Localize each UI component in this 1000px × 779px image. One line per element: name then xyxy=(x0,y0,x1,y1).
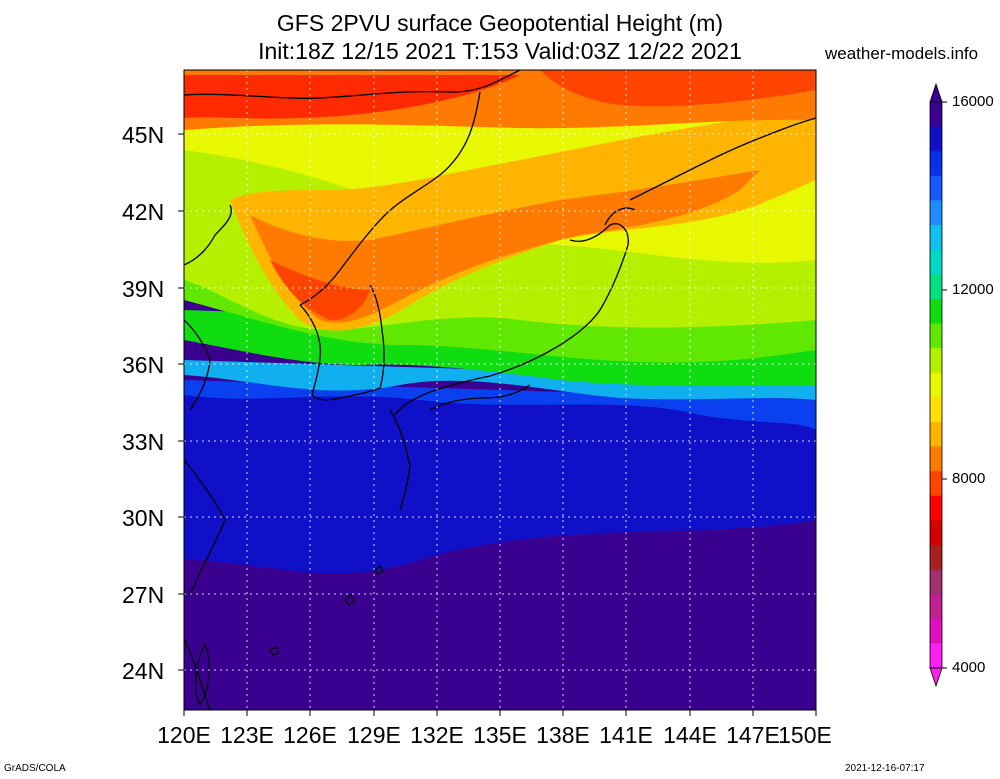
colorbar-swatch xyxy=(930,200,942,226)
colorbar-label-4000: 4000 xyxy=(952,659,986,676)
colorbar xyxy=(929,82,943,688)
lon-label-120e: 120E xyxy=(157,722,211,748)
lat-label-24n: 24N xyxy=(122,658,165,684)
colorbar-swatch xyxy=(930,520,942,546)
height-field xyxy=(184,70,816,710)
colorbar-top-arrow xyxy=(929,82,943,103)
colorbar-frame xyxy=(929,101,943,669)
lat-label-42n: 42N xyxy=(122,199,165,225)
colorbar-bottom-arrow xyxy=(929,667,943,688)
lon-label-141e: 141E xyxy=(599,722,653,748)
colorbar-swatch xyxy=(930,544,942,571)
lon-label-126e: 126E xyxy=(283,722,337,748)
lon-label-138e: 138E xyxy=(536,722,590,748)
colorbar-swatch xyxy=(930,249,942,275)
lat-label-33n: 33N xyxy=(122,429,165,455)
colorbar-label-12000: 12000 xyxy=(952,281,994,298)
map-title: GFS 2PVU surface Geopotential Height (m) xyxy=(276,10,724,36)
coastlines xyxy=(184,70,816,710)
lon-label-135e: 135E xyxy=(473,722,527,748)
colorbar-swatch xyxy=(930,594,942,620)
footer-timestamp: 2021-12-16-07:17 xyxy=(845,763,925,774)
map-subtitle: Init:18Z 12/15 2021 T:153 Valid:03Z 12/2… xyxy=(258,38,742,64)
colorbar-swatch xyxy=(930,397,942,423)
lon-label-123e: 123E xyxy=(220,722,274,748)
colorbar-swatch xyxy=(930,471,942,497)
site-credit: weather-models.info xyxy=(825,44,979,63)
colorbar-swatch xyxy=(930,348,942,374)
graticule xyxy=(184,70,816,710)
lat-label-39n: 39N xyxy=(122,276,165,302)
lat-label-30n: 30N xyxy=(122,505,165,531)
colorbar-swatch xyxy=(930,151,942,177)
lon-label-129e: 129E xyxy=(347,722,401,748)
colorbar-swatch xyxy=(930,102,942,128)
colorbar-swatch xyxy=(930,126,942,152)
lon-label-132e: 132E xyxy=(410,722,464,748)
colorbar-swatch xyxy=(930,175,942,201)
colorbar-swatch xyxy=(930,446,942,472)
lon-label-150e: 150E xyxy=(778,722,832,748)
lon-label-147e: 147E xyxy=(726,722,780,748)
lon-label-144e: 144E xyxy=(663,722,717,748)
colorbar-swatch xyxy=(930,643,942,669)
colorbar-swatch xyxy=(930,421,942,448)
colorbar-label-16000: 16000 xyxy=(952,93,994,110)
lat-label-45n: 45N xyxy=(122,122,165,148)
colorbar-swatch xyxy=(930,618,942,644)
colorbar-swatch xyxy=(930,372,942,398)
footer-software: GrADS/COLA xyxy=(4,763,66,774)
colorbar-swatch xyxy=(930,495,942,521)
lat-label-27n: 27N xyxy=(122,582,165,608)
colorbar-swatch xyxy=(930,274,942,300)
colorbar-swatch xyxy=(930,569,942,595)
colorbar-label-8000: 8000 xyxy=(952,470,986,487)
colorbar-swatch xyxy=(930,225,942,251)
lat-label-36n: 36N xyxy=(122,352,165,378)
colorbar-swatch xyxy=(930,298,942,324)
colorbar-swatch xyxy=(930,323,942,349)
